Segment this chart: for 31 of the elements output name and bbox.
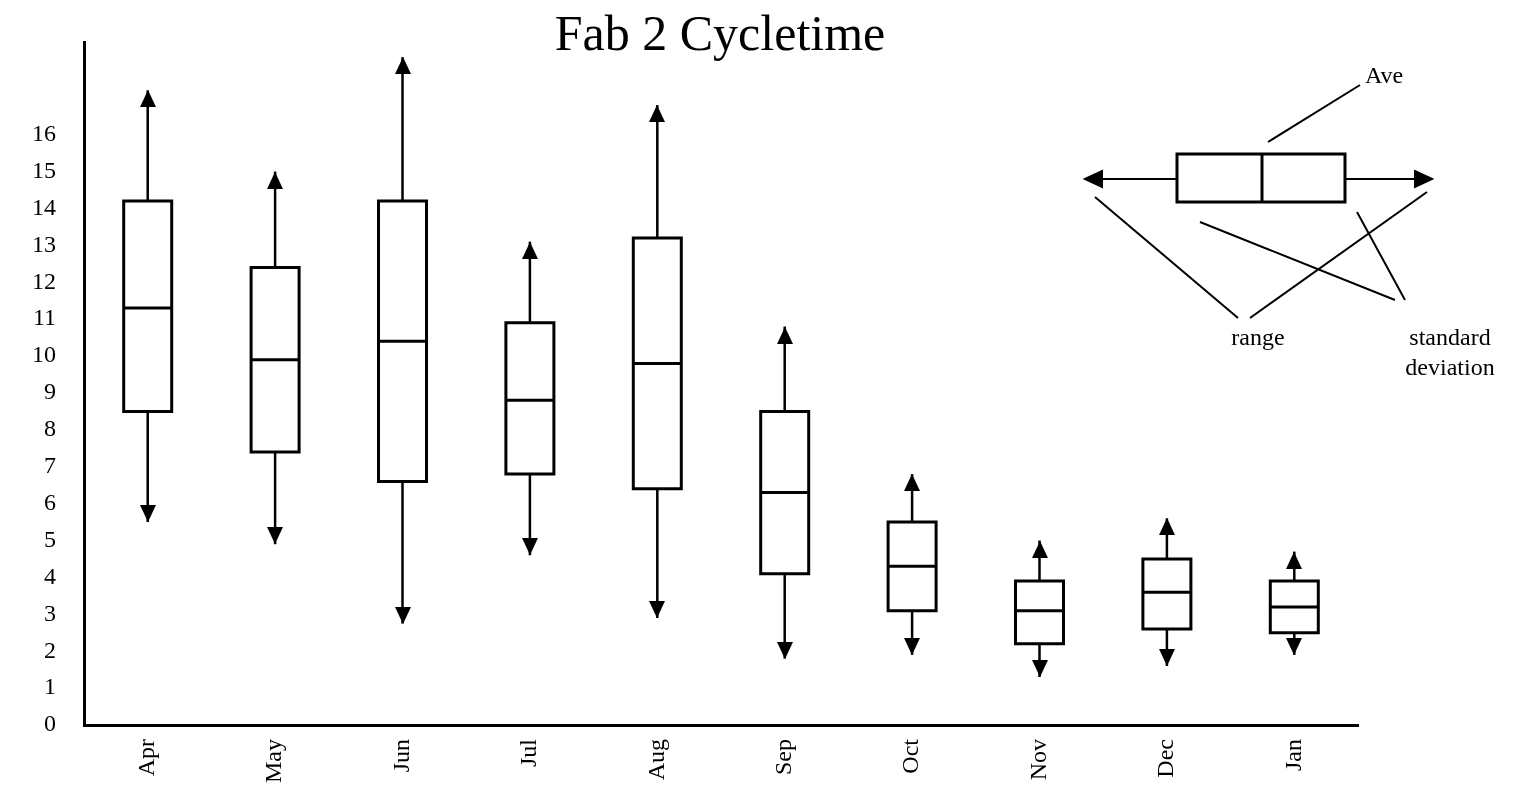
y-tick-label: 13 <box>32 230 56 257</box>
annotation: range <box>1231 323 1285 352</box>
x-tick-label: May <box>260 739 287 784</box>
y-tick-label: 10 <box>32 341 56 368</box>
y-tick-label: 0 <box>44 710 56 737</box>
y-tick-label: 11 <box>32 304 56 331</box>
chart-title: Fab 2 Cycletime <box>553 4 887 62</box>
x-tick-label: Jan <box>1279 739 1306 772</box>
x-tick-label: Jun <box>387 739 414 773</box>
x-tick-label: Oct <box>897 738 924 774</box>
y-tick-label: 8 <box>44 415 56 442</box>
x-tick-label: Aug <box>642 739 669 781</box>
text: standard deviation <box>1404 323 1496 382</box>
x-tick-label: Jul <box>515 738 542 768</box>
y-tick-label: 14 <box>32 193 56 220</box>
y-tick-label: 9 <box>44 378 56 405</box>
y-tick-label: 2 <box>44 636 56 663</box>
y-tick-label: 5 <box>44 525 56 552</box>
y-tick-label: 16 <box>32 119 56 146</box>
x-tick-label: Apr <box>133 739 159 777</box>
x-tick-label: Sep <box>770 739 796 776</box>
y-tick-label: 4 <box>44 562 56 589</box>
y-tick-label: 1 <box>44 673 56 700</box>
y-tick-label: 6 <box>44 488 56 515</box>
x-tick-label: Nov <box>1024 739 1051 781</box>
y-tick-label: 7 <box>44 452 56 479</box>
y-tick-label: 15 <box>32 156 56 183</box>
text: Ave <box>1364 61 1404 90</box>
y-tick-label: 12 <box>32 267 56 294</box>
x-tick-label: Dec <box>1152 739 1179 778</box>
y-tick-label: 3 <box>44 599 56 626</box>
